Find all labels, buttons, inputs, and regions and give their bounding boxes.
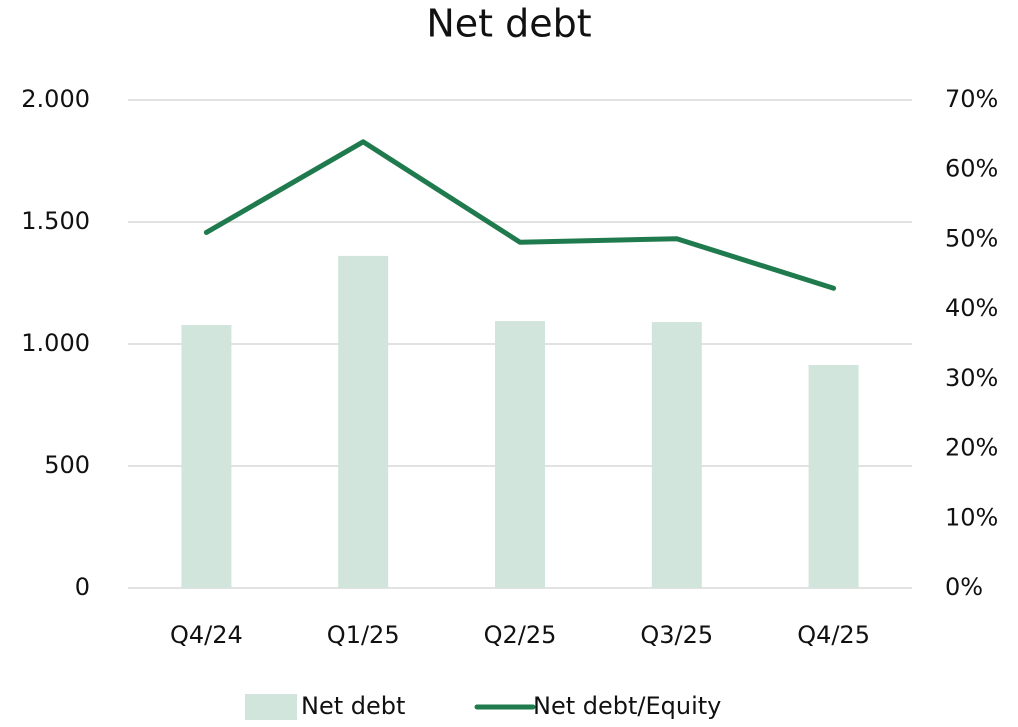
y-tick-label: 2.000: [21, 85, 90, 113]
y2-tick-label: 50%: [945, 224, 998, 252]
x-tick-label: Q4/25: [797, 621, 870, 649]
legend-label: Net debt/Equity: [533, 692, 721, 720]
legend-swatch: [245, 694, 297, 720]
y2-tick-label: 20%: [945, 434, 998, 462]
bar: [181, 324, 232, 588]
legend-label: Net debt: [301, 692, 405, 720]
y2-tick-label: 60%: [945, 155, 998, 183]
y-tick-label: 0: [75, 573, 90, 601]
y2-tick-label: 10%: [945, 503, 998, 531]
y2-tick-label: 0%: [945, 573, 983, 601]
chart-title: Net debt: [426, 2, 591, 46]
y2-tick-label: 40%: [945, 294, 998, 322]
y2-tick-label: 30%: [945, 364, 998, 392]
x-tick-label: Q4/24: [170, 621, 243, 649]
y-tick-label: 1.000: [21, 329, 90, 357]
x-tick-label: Q1/25: [327, 621, 400, 649]
y2-tick-label: 70%: [945, 85, 998, 113]
bar: [808, 364, 859, 588]
x-tick-label: Q3/25: [640, 621, 713, 649]
bar: [651, 322, 702, 588]
y-tick-label: 1.500: [21, 207, 90, 235]
x-tick-label: Q2/25: [484, 621, 557, 649]
bar: [338, 255, 389, 588]
line: [203, 139, 837, 291]
bar: [495, 321, 545, 588]
y-tick-label: 500: [44, 451, 90, 479]
